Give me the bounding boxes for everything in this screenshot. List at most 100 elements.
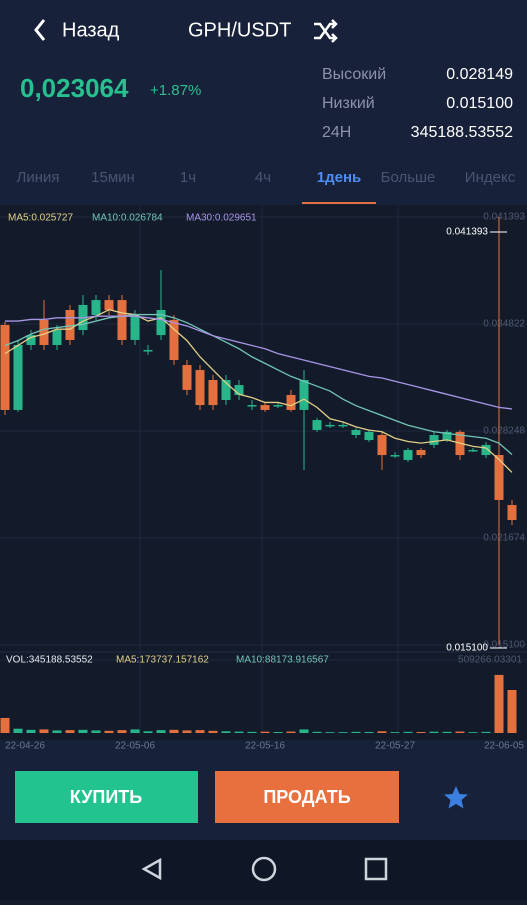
volume-bar <box>260 731 270 733</box>
volume-bar <box>195 730 205 733</box>
volume-bar <box>208 730 218 733</box>
candle-body <box>481 444 491 456</box>
pair-title: GPH/USDT <box>188 19 291 41</box>
volume-bar <box>299 729 309 733</box>
candle-body <box>390 455 400 457</box>
volume-bar <box>130 729 140 733</box>
candle-body <box>299 379 309 410</box>
favorite-star[interactable] <box>444 786 468 809</box>
stat-label: 24H <box>322 124 351 141</box>
price-change: +1.87% <box>150 82 201 99</box>
tab[interactable]: Индекс <box>465 169 516 186</box>
candle-body <box>104 300 114 310</box>
nav-back[interactable] <box>141 857 162 881</box>
ma-legend: MA5:0.025727 <box>8 213 73 224</box>
volume-bar <box>351 731 361 733</box>
candle-body <box>403 449 413 460</box>
buy-button[interactable] <box>15 771 198 823</box>
back-button[interactable]: Назад <box>34 19 120 41</box>
candle-body <box>143 350 153 352</box>
volume-bar <box>78 729 88 733</box>
volume-bar <box>26 729 36 733</box>
volume-bar <box>182 730 192 733</box>
tab[interactable]: 4ч <box>255 169 271 186</box>
ma-legend: MA10:0.026784 <box>92 213 163 224</box>
candle-body <box>221 379 231 401</box>
volume-bar <box>143 731 153 733</box>
y-tick-label: 0.041393 <box>483 212 525 223</box>
chart-bg <box>0 205 527 740</box>
candle-body <box>169 319 179 360</box>
candle-body <box>39 319 49 345</box>
candle-body <box>468 449 478 452</box>
candle-body <box>338 424 348 427</box>
volume-legend: MA10:88173.916567 <box>236 655 329 666</box>
candle-body <box>0 324 10 410</box>
candle-body <box>130 315 140 340</box>
volume-bar <box>364 731 374 733</box>
volume-bar <box>234 731 244 733</box>
volume-bar <box>325 732 335 733</box>
volume-bar <box>286 731 296 733</box>
candle-body <box>117 300 127 340</box>
stat-value: 345188.53552 <box>411 124 513 141</box>
ma-line <box>4 308 513 473</box>
back-label: Назад <box>62 19 120 41</box>
tab[interactable]: Больше <box>381 169 436 186</box>
volume-bar <box>416 731 426 733</box>
candle-body <box>234 385 244 395</box>
sell-label: ПРОДАТЬ <box>263 787 350 807</box>
volume-bar <box>0 717 10 733</box>
volume-bar <box>273 731 283 733</box>
volume-bar <box>156 730 166 733</box>
y-tick-label: 0.028248 <box>483 426 525 437</box>
x-tick-label: 22-06-05 <box>484 741 524 752</box>
volume-bar <box>169 729 179 733</box>
candle-body <box>247 405 257 407</box>
tab[interactable]: 1ч <box>180 169 196 186</box>
volume-bar <box>481 731 491 733</box>
candle-body <box>91 300 101 316</box>
candle-body <box>312 420 322 430</box>
volume-bar <box>52 730 62 733</box>
volume-bar <box>117 730 127 733</box>
stat-value: 0.028149 <box>446 66 513 83</box>
tab[interactable]: 1день <box>317 169 362 186</box>
volume-bar <box>390 732 400 733</box>
nav-home[interactable] <box>251 856 277 882</box>
volume-bar <box>468 732 478 733</box>
x-tick-label: 22-04-26 <box>5 741 45 752</box>
nav-recent[interactable] <box>364 857 388 881</box>
volume-legend: VOL:345188.53552 <box>6 655 93 666</box>
volume-bar <box>39 729 49 733</box>
volume-bar <box>221 731 231 733</box>
extreme-label: 0.041393 <box>446 227 488 238</box>
ma-legend: MA30:0.029651 <box>186 213 257 224</box>
candle-body <box>182 365 192 390</box>
candle-body <box>208 379 218 406</box>
volume-bar <box>65 730 75 733</box>
volume-bar <box>312 731 322 733</box>
candle-body <box>416 449 426 456</box>
ma-line <box>4 313 513 456</box>
candle-body <box>65 309 75 340</box>
candle-body <box>13 344 23 410</box>
volume-bar <box>338 732 348 733</box>
stat-label: Низкий <box>322 95 375 112</box>
tab[interactable]: Линия <box>16 169 59 186</box>
volume-bar <box>507 689 517 733</box>
volume-bar <box>13 728 23 733</box>
x-tick-label: 22-05-16 <box>245 741 285 752</box>
stat-value: 0.015100 <box>446 95 513 112</box>
switch-icon[interactable] <box>314 19 338 43</box>
candle-body <box>442 431 452 441</box>
y-tick-label: 0.021674 <box>483 533 525 544</box>
candle-body <box>494 455 504 500</box>
tab[interactable]: 15мин <box>91 169 135 186</box>
header-bg <box>0 0 527 205</box>
buy-label: КУПИТЬ <box>70 787 143 807</box>
sell-button[interactable] <box>215 771 399 823</box>
candle-body <box>286 394 296 410</box>
nav-bar <box>0 840 527 900</box>
